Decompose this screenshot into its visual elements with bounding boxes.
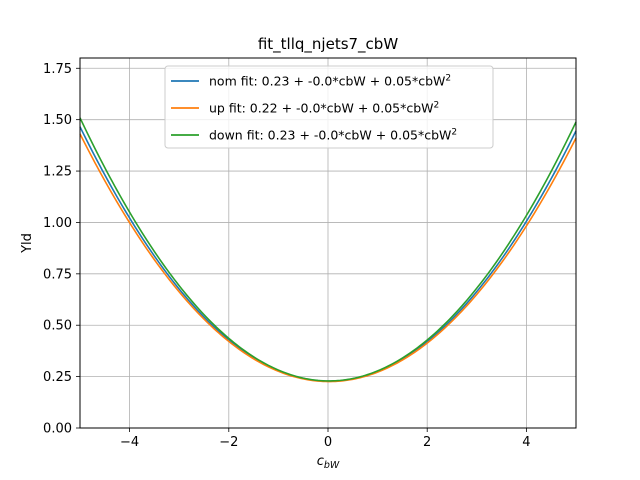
legend-label-text: nom fit: 0.23 + -0.0*cbW + 0.05*cbW: [209, 74, 445, 89]
legend-label-text: down fit: 0.23 + -0.0*cbW + 0.05*cbW: [209, 128, 451, 143]
series-layer: [79, 117, 577, 383]
y-tick-label: 1.50: [43, 113, 72, 128]
x-tick-label: 4: [522, 435, 530, 450]
x-axis-label: cbW: [317, 454, 340, 471]
legend-label-sup: 2: [445, 74, 451, 84]
legend-box: [164, 65, 494, 149]
series-line-2: [79, 117, 577, 382]
y-tick-label: 0.25: [43, 370, 72, 385]
legend-label-0: nom fit: 0.23 + -0.0*cbW + 0.05*cbW2: [209, 74, 451, 89]
x-tick-label: −2: [219, 435, 238, 450]
y-tick-label: 1.75: [43, 62, 72, 77]
y-axis-label: Yld: [20, 233, 35, 254]
y-tick-label: 0.75: [43, 267, 72, 282]
x-axis-label-main: c: [317, 454, 324, 469]
legend-label-1: up fit: 0.22 + -0.0*cbW + 0.05*cbW2: [209, 101, 439, 116]
legend-label-2: down fit: 0.23 + -0.0*cbW + 0.05*cbW2: [209, 128, 457, 143]
y-tick-label: 1.25: [43, 165, 72, 180]
legend-label-text: up fit: 0.22 + -0.0*cbW + 0.05*cbW: [209, 101, 434, 116]
ticks: −4 −2 0 2 4 0.00 0.25 0.50 0.75 1.00 1.25 1.50 1.75: [43, 62, 530, 450]
legend-label-sup: 2: [434, 101, 440, 111]
x-tick-label: 0: [324, 435, 332, 450]
y-tick-label: 0.50: [43, 319, 72, 334]
x-tick-label: 2: [423, 435, 431, 450]
y-tick-label: 1.00: [43, 216, 72, 231]
legend-label-sup: 2: [451, 128, 457, 138]
x-tick-label: −4: [120, 435, 139, 450]
chart-title: fit_tllq_njets7_cbW: [258, 35, 398, 54]
x-axis-label-sub: bW: [324, 460, 340, 471]
y-tick-label: 0.00: [43, 422, 72, 437]
